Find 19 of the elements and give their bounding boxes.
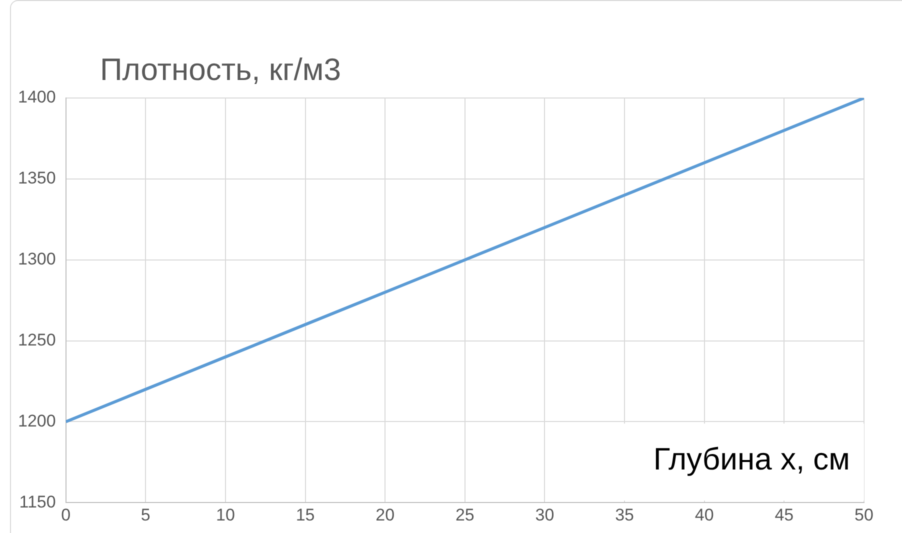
x-tick-label: 40 xyxy=(694,505,714,524)
x-tick-label: 50 xyxy=(854,505,874,524)
x-tick-label: 0 xyxy=(61,505,71,524)
x-tick-label: 30 xyxy=(535,505,554,524)
x-tick-label: 35 xyxy=(615,505,634,524)
y-tick-label: 1300 xyxy=(18,250,56,269)
y-tick-label: 1200 xyxy=(18,411,56,430)
x-tick-label: 15 xyxy=(296,505,315,524)
x-tick-label: 20 xyxy=(376,505,395,524)
y-tick-label: 1250 xyxy=(18,330,56,350)
x-tick-label: 5 xyxy=(140,505,150,524)
y-tick-label: 1350 xyxy=(18,168,56,188)
x-axis-title: Глубина x, см xyxy=(653,442,850,477)
x-tick-label: 25 xyxy=(455,505,474,524)
x-tick-label: 10 xyxy=(216,505,235,524)
y-axis-title: Плотность, кг/м3 xyxy=(100,52,341,87)
y-tick-label: 1400 xyxy=(18,88,56,107)
x-tick-label: 45 xyxy=(774,505,794,524)
y-tick-label: 1150 xyxy=(19,492,56,512)
